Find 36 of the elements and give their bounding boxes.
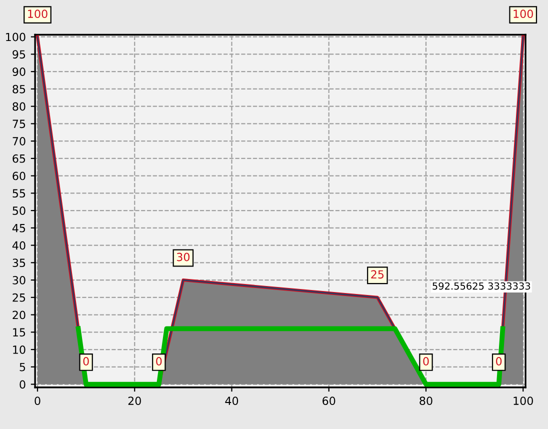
x-tick-label: 80 xyxy=(420,396,432,406)
x-tick-label: 60 xyxy=(322,396,336,406)
data-label: 100 xyxy=(28,10,48,18)
data-label: 100 xyxy=(514,10,533,18)
y-tick-label: 55 xyxy=(12,189,26,198)
data-label: 0 xyxy=(156,357,162,366)
x-tick-label: 20 xyxy=(128,396,141,406)
annotation: 592.55625 3333333 xyxy=(432,282,530,290)
y-tick-label: 85 xyxy=(12,84,26,94)
y-tick-label: 75 xyxy=(12,120,26,128)
y-tick-label: 20 xyxy=(12,310,26,320)
y-tick-label: 25 xyxy=(12,293,26,302)
data-label: 30 xyxy=(176,252,190,262)
x-tick-label: 40 xyxy=(225,396,238,406)
y-tick-label: 5 xyxy=(20,363,26,372)
y-tick-label: 40 xyxy=(12,241,26,250)
y-tick-label: 90 xyxy=(12,68,26,76)
y-tick-label: 0 xyxy=(20,380,26,389)
y-tick-label: 80 xyxy=(12,102,26,111)
y-tick-label: 45 xyxy=(12,224,26,232)
data-label: 25 xyxy=(371,270,384,279)
y-tick-label: 65 xyxy=(12,154,26,163)
data-label: 0 xyxy=(83,357,89,366)
y-tick-label: 95 xyxy=(12,50,26,59)
y-tick-label: 15 xyxy=(13,328,26,337)
x-tick-label: 100 xyxy=(514,396,533,406)
y-tick-label: 30 xyxy=(12,276,26,284)
y-tick-label: 60 xyxy=(12,172,26,180)
y-tick-label: 10 xyxy=(13,345,26,354)
y-tick-label: 50 xyxy=(12,206,26,215)
y-tick-label: 70 xyxy=(12,137,26,146)
data-label: 0 xyxy=(496,357,502,366)
y-tick-label: 100 xyxy=(6,32,26,42)
y-tick-label: 35 xyxy=(12,258,26,268)
x-tick-label: 0 xyxy=(34,396,40,406)
data-label: 0 xyxy=(423,357,429,366)
